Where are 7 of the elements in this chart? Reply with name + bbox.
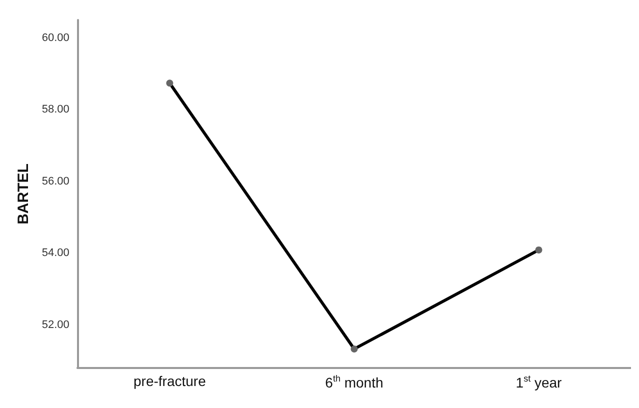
y-tick-label: 60.00 [42, 32, 70, 44]
y-tick-label: 52.00 [42, 318, 70, 331]
y-axis-title: BARTEL [15, 164, 32, 224]
y-tick-label: 54.00 [42, 247, 70, 260]
y-tick-label: 56.00 [42, 175, 70, 188]
x-tick-label: pre-fracture [134, 373, 206, 389]
y-tick-label: 58.00 [42, 104, 70, 116]
